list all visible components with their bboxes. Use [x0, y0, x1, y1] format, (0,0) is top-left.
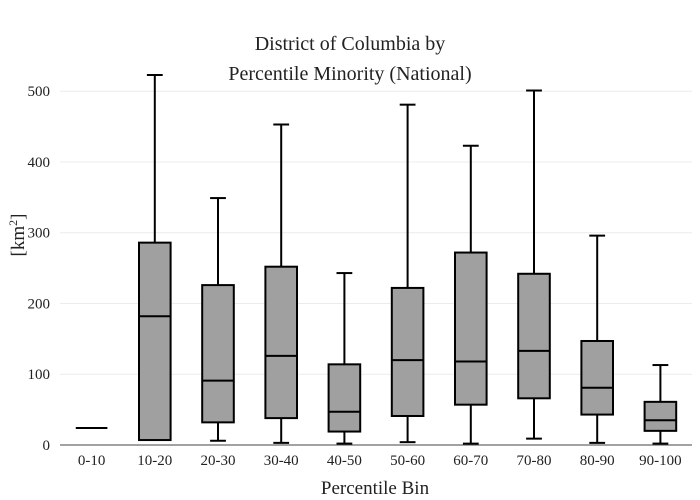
x-tick-labels: 0-10 10-20 20-30 30-40 40-50 50-60 60-70 70-80 8…: [78, 453, 682, 469]
box-series: [75, 73, 678, 445]
iqr-box: [201, 284, 235, 424]
x-tick-label-20-30: 20-30: [201, 453, 236, 469]
x-axis-label: Percentile Bin: [321, 478, 430, 499]
box-70-80: [517, 89, 551, 440]
iqr-box: [643, 400, 678, 432]
y-tick-labels: 0 100 200 300 400 500: [28, 84, 51, 454]
x-tick-label-0-10: 0-10: [78, 453, 106, 469]
x-tick-label-50-60: 50-60: [390, 453, 425, 469]
box-10-20: [138, 73, 172, 442]
x-tick-label-30-40: 30-40: [264, 453, 299, 469]
y-tick-label: 200: [28, 296, 51, 312]
y-tick-label: 400: [28, 155, 51, 171]
x-tick-label-90-100: 90-100: [639, 453, 682, 469]
box-30-40: [264, 123, 298, 444]
y-axis-label-superscript: 2: [6, 220, 20, 226]
x-tick-label-40-50: 40-50: [327, 453, 362, 469]
iqr-box: [517, 272, 551, 400]
box-60-70: [454, 144, 488, 445]
chart-title-line-2: Percentile Minority (National): [228, 63, 471, 85]
chart-title-line-1: District of Columbia by: [255, 33, 446, 55]
box-90-100: [643, 364, 678, 445]
x-tick-label-60-70: 60-70: [453, 453, 488, 469]
x-tick-label-70-80: 70-80: [517, 453, 552, 469]
x-tick-label-80-90: 80-90: [580, 453, 615, 469]
y-tick-label: 500: [28, 84, 51, 100]
y-axis-label-close: ]: [8, 214, 29, 220]
y-tick-label: 100: [28, 367, 51, 383]
iqr-box: [390, 286, 425, 417]
iqr-box: [454, 251, 488, 406]
box-80-90: [580, 234, 615, 444]
y-tick-label: 0: [43, 438, 51, 454]
box-40-50: [327, 272, 362, 445]
x-tick-label-10-20: 10-20: [137, 453, 172, 469]
iqr-box: [264, 265, 298, 420]
y-axis-label-unit: [km: [8, 226, 29, 257]
iqr-box: [327, 363, 362, 433]
y-tick-label: 300: [28, 226, 51, 242]
iqr-box: [138, 241, 172, 442]
y-axis-label: [km2]: [6, 214, 29, 257]
iqr-box: [580, 339, 615, 416]
box-20-30: [201, 197, 235, 442]
box-50-60: [390, 103, 425, 444]
